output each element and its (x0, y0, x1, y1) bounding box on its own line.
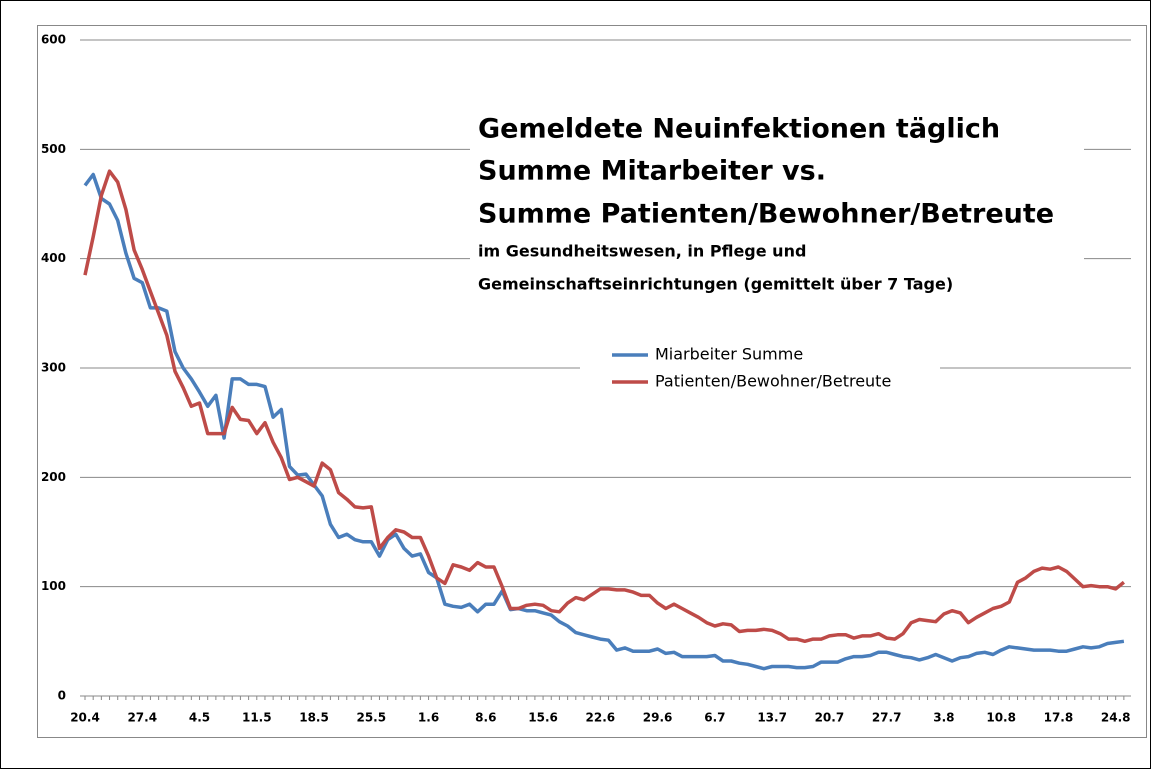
x-tick-label: 3.8 (933, 711, 954, 725)
subtitle: im Gesundheitswesen, in Pflege und (478, 242, 806, 261)
x-tick-label: 20.7 (815, 711, 845, 725)
y-tick-label: 600 (41, 33, 66, 47)
y-tick-label: 300 (41, 361, 66, 375)
series-line (83, 169, 1125, 644)
x-tick-label: 22.6 (586, 711, 616, 725)
x-tick-label: 27.7 (872, 711, 902, 725)
x-tick-label: 17.8 (1044, 711, 1074, 725)
title-box (470, 108, 1084, 302)
x-tick-label: 29.6 (643, 711, 673, 725)
x-tick-label: 8.6 (475, 711, 496, 725)
chart-title: Summe Mitarbeiter vs. (478, 156, 826, 187)
chart-title: Summe Patienten/Bewohner/Betreute (478, 199, 1054, 230)
y-tick-label: 0 (58, 689, 66, 703)
y-tick-label: 100 (41, 579, 66, 593)
x-tick-label: 1.6 (418, 711, 439, 725)
x-tick-label: 11.5 (242, 711, 272, 725)
x-tick-label: 20.4 (70, 711, 100, 725)
x-tick-label: 24.8 (1101, 711, 1131, 725)
x-tick-label: 6.7 (704, 711, 725, 725)
chart-title: Gemeldete Neuinfektionen täglich (478, 114, 1000, 145)
x-tick-label: 18.5 (299, 711, 329, 725)
legend-box (580, 338, 940, 396)
x-tick-label: 10.8 (986, 711, 1016, 725)
series-line (83, 172, 1125, 671)
x-tick-label: 27.4 (127, 711, 157, 725)
x-tick-label: 4.5 (189, 711, 210, 725)
legend-label: Patienten/Bewohner/Betreute (655, 372, 891, 391)
x-tick-label: 15.6 (528, 711, 558, 725)
legend-label: Miarbeiter Summe (655, 345, 803, 364)
y-tick-label: 400 (41, 251, 66, 265)
x-tick-label: 13.7 (757, 711, 787, 725)
y-tick-label: 200 (41, 470, 66, 484)
x-tick-label: 25.5 (356, 711, 386, 725)
subtitle: Gemeinschaftseinrichtungen (gemittelt üb… (478, 275, 953, 294)
y-tick-label: 500 (41, 142, 66, 156)
